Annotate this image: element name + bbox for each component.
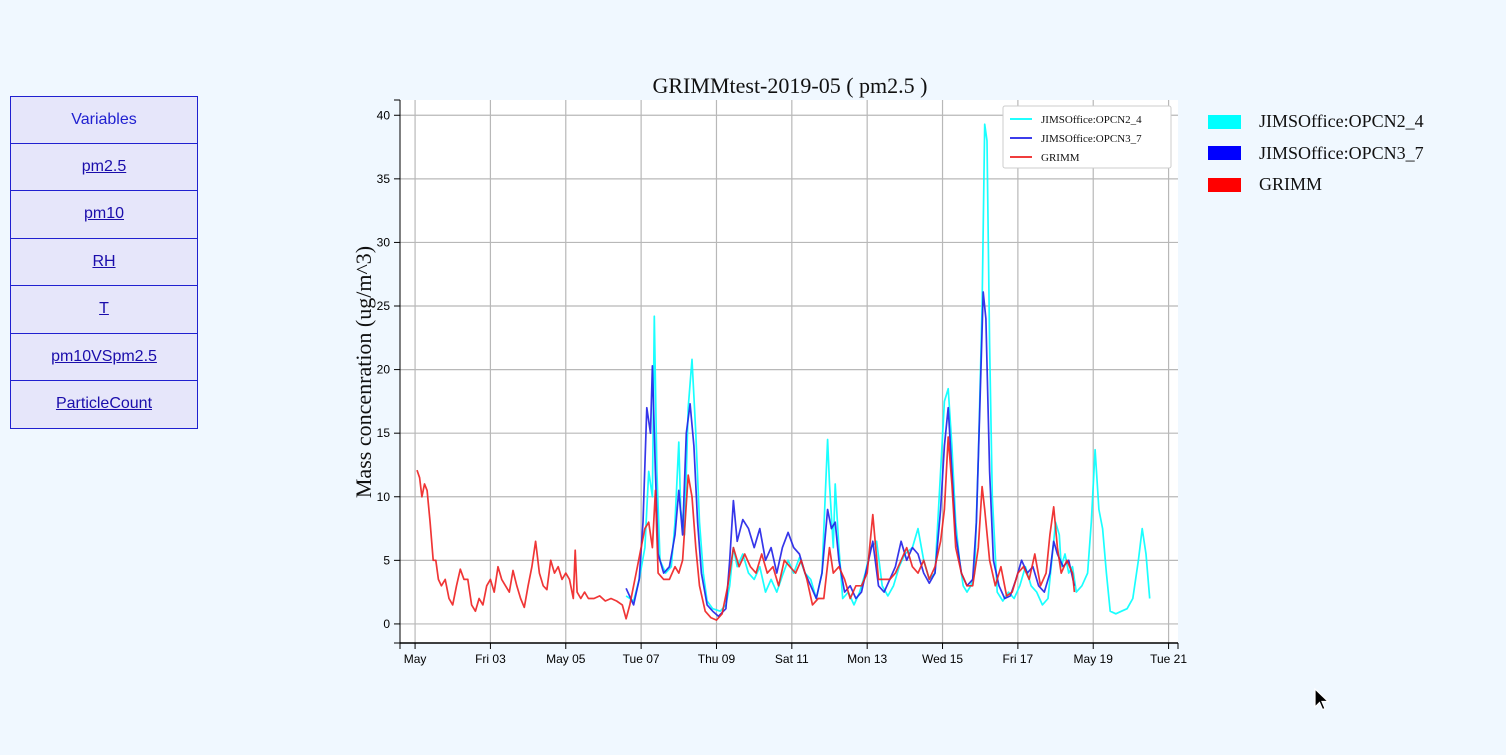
x-tick-label: Sat 11 [775, 652, 809, 666]
legend-label: GRIMM [1259, 174, 1323, 195]
x-tick-label: May 19 [1074, 652, 1114, 666]
outer-legend-item: GRIMM [1208, 169, 1424, 201]
nav-item-variables: Variables [10, 96, 198, 144]
x-tick-label: Wed 15 [922, 652, 963, 666]
pm25-line-chart: GRIMMtest-2019-05 ( pm2.5 ) 0 5 10 15 20 25 30… [351, 73, 1187, 666]
inner-legend-label: JIMSOffice:OPCN2_4 [1041, 114, 1142, 126]
legend-swatch [1208, 114, 1241, 129]
legend-swatch [1208, 177, 1241, 192]
outer-legend-item: JIMSOffice:OPCN3_7 [1208, 138, 1424, 170]
y-tick-label: 40 [377, 108, 391, 122]
x-tick-label: May 05 [546, 652, 586, 666]
x-tick-label: Fri 03 [475, 652, 506, 666]
x-tick-label: Thu 09 [698, 652, 736, 666]
x-tick-label: Mon 13 [847, 652, 887, 666]
nav-item-pm10vspm2-5[interactable]: pm10VSpm2.5 [10, 333, 198, 381]
mouse-cursor-icon [1314, 688, 1330, 711]
legend-label: JIMSOffice:OPCN3_7 [1259, 142, 1424, 163]
y-axis-label: Mass concenration (ug/m^3) [351, 246, 376, 498]
nav-item-t[interactable]: T [10, 286, 198, 334]
nav-item-pm10[interactable]: pm10 [10, 191, 198, 239]
x-tick-label: Fri 17 [1003, 652, 1034, 666]
series-line-jimsoffice-opcn2-4 [625, 123, 1151, 615]
y-tick-label: 20 [377, 363, 391, 377]
x-tick-label: May [404, 652, 427, 666]
series-line-jimsoffice-opcn3-7 [625, 291, 1076, 618]
nav-item-rh[interactable]: RH [10, 238, 198, 286]
inner-legend-label: GRIMM [1041, 152, 1080, 164]
inner-legend-box [1002, 105, 1172, 169]
nav-item-pm2-5[interactable]: pm2.5 [10, 143, 198, 191]
outer-legend: JIMSOffice:OPCN2_4 JIMSOffice:OPCN3_7 GRIM… [1208, 106, 1424, 201]
legend-label: JIMSOffice:OPCN2_4 [1259, 111, 1424, 132]
y-tick-label: 10 [377, 490, 391, 504]
y-tick-label: 35 [377, 172, 391, 186]
y-tick-label: 15 [377, 426, 391, 440]
y-tick-label: 5 [383, 553, 390, 567]
x-tick-label: Tue 21 [1150, 652, 1187, 666]
inner-legend-label: JIMSOffice:OPCN3_7 [1041, 133, 1142, 145]
legend-swatch [1208, 146, 1241, 161]
y-tick-label: 25 [377, 299, 391, 313]
series-line-grimm [416, 436, 1076, 621]
nav-item-particlecount[interactable]: ParticleCount [10, 381, 198, 429]
outer-legend-item: JIMSOffice:OPCN2_4 [1208, 106, 1424, 138]
x-tick-label: Tue 07 [623, 652, 660, 666]
y-tick-label: 30 [377, 235, 391, 249]
y-tick-label: 0 [383, 617, 390, 631]
chart-title: GRIMMtest-2019-05 ( pm2.5 ) [653, 73, 928, 98]
